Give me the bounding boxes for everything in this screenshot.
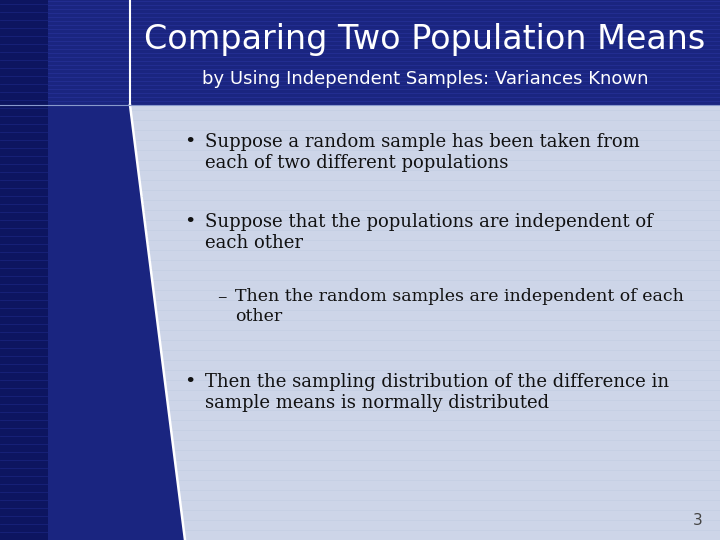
Text: •: • xyxy=(184,133,196,151)
Text: by Using Independent Samples: Variances Known: by Using Independent Samples: Variances … xyxy=(202,70,648,87)
Bar xyxy=(0,0,720,105)
Bar xyxy=(0,0,48,540)
Polygon shape xyxy=(48,105,185,540)
Text: 3: 3 xyxy=(693,513,703,528)
Bar xyxy=(0,105,720,540)
Text: Then the random samples are independent of each
other: Then the random samples are independent … xyxy=(235,288,684,325)
Text: •: • xyxy=(184,373,196,391)
Text: –: – xyxy=(217,288,227,306)
Text: Suppose a random sample has been taken from
each of two different populations: Suppose a random sample has been taken f… xyxy=(205,133,640,172)
Text: Then the sampling distribution of the difference in
sample means is normally dis: Then the sampling distribution of the di… xyxy=(205,373,669,412)
Text: •: • xyxy=(184,213,196,231)
Text: Comparing Two Population Means: Comparing Two Population Means xyxy=(145,23,706,56)
Text: Suppose that the populations are independent of
each other: Suppose that the populations are indepen… xyxy=(205,213,653,252)
